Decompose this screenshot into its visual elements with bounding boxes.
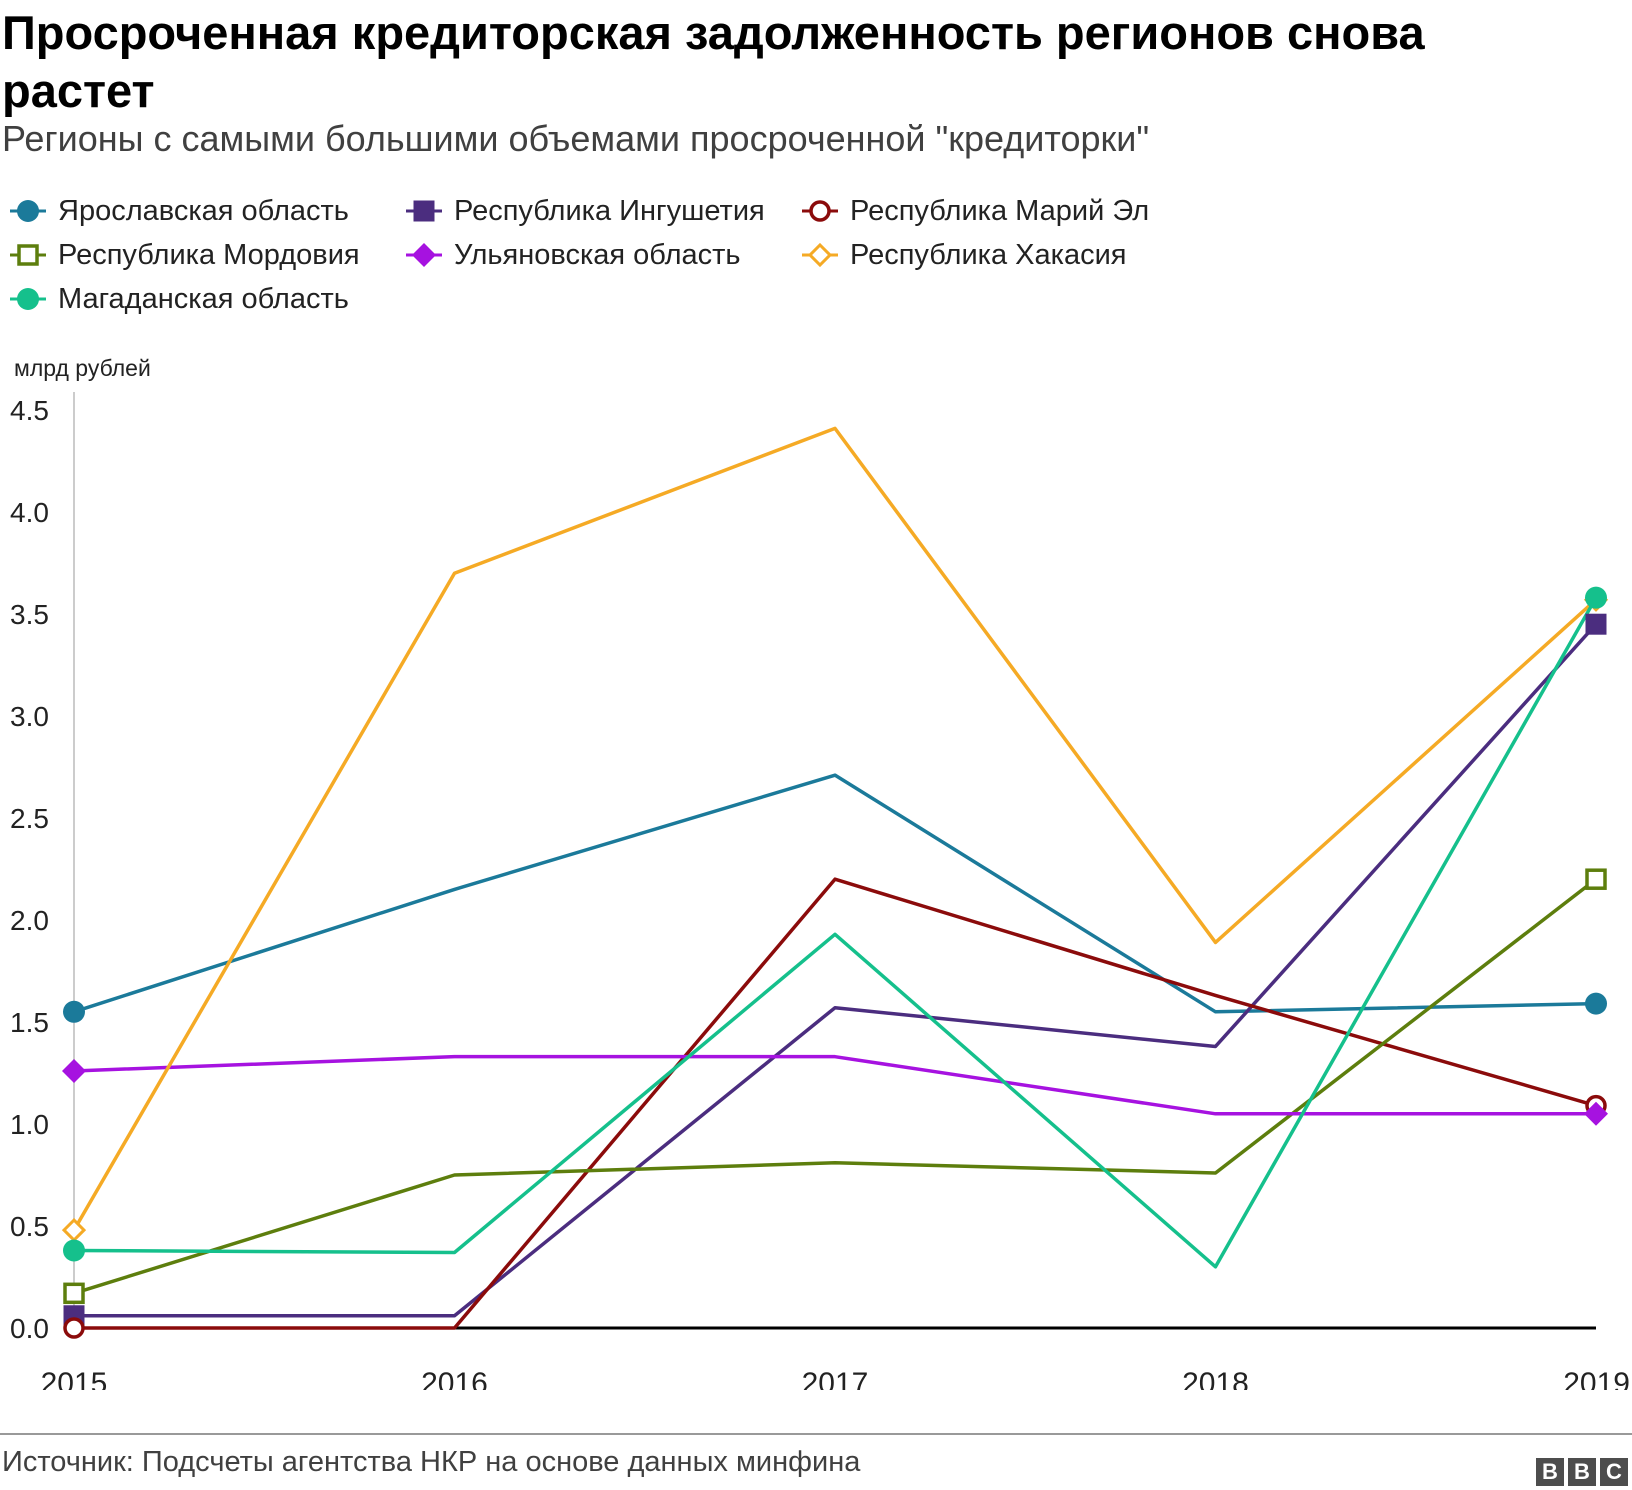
legend-label-series-4: Республика Мордовия xyxy=(58,238,360,271)
point-series-4-start xyxy=(63,1282,85,1305)
y-tick-label: 2.0 xyxy=(10,905,49,936)
series-lines xyxy=(72,426,1598,1330)
x-tick-label: 2019 xyxy=(1563,1367,1630,1390)
legend-key-series-3 xyxy=(802,200,838,222)
line-series-2 xyxy=(74,623,1598,1318)
point-series-1-end xyxy=(1585,992,1607,1015)
series-markers xyxy=(61,586,1609,1339)
legend-item-series-7: Магаданская область xyxy=(8,279,349,319)
legend-key-series-7 xyxy=(10,288,46,310)
point-series-1-start xyxy=(63,1000,85,1023)
legend-label-series-3: Республика Марий Эл xyxy=(850,194,1150,227)
y-tick-label: 4.5 xyxy=(10,395,49,426)
point-series-5-start xyxy=(62,1058,86,1083)
logo-letter: C xyxy=(1600,1458,1628,1486)
x-tick-label: 2016 xyxy=(421,1367,488,1390)
source-divider xyxy=(0,1433,1632,1435)
point-series-3-start xyxy=(63,1317,85,1339)
y-tick-label: 0.0 xyxy=(10,1313,49,1344)
line-series-7 xyxy=(73,596,1598,1269)
legend-key-series-4 xyxy=(10,244,46,266)
legend-key-series-5 xyxy=(406,243,442,267)
legend-marker-series-7 xyxy=(17,288,39,310)
line-series-5 xyxy=(73,1054,1596,1116)
legend-marker-series-3 xyxy=(809,200,831,222)
line-series-3 xyxy=(74,877,1597,1330)
legend-item-series-1: Ярославская область xyxy=(8,191,349,231)
legend-label-series-2: Республика Ингушетия xyxy=(454,194,765,227)
y-axis-unit-label: млрд рублей xyxy=(14,355,151,381)
point-series-5-end xyxy=(1584,1101,1608,1126)
legend-label-series-5: Ульяновская область xyxy=(454,238,741,271)
legend-item-series-6: Республика Хакасия xyxy=(800,235,1127,275)
y-tick-label: 0.5 xyxy=(10,1211,49,1242)
x-tick-label: 2015 xyxy=(41,1367,108,1390)
line-series-1 xyxy=(73,773,1597,1014)
legend-marker-series-2 xyxy=(413,200,435,222)
y-tick-label: 1.5 xyxy=(10,1007,49,1038)
point-series-7-end xyxy=(1585,586,1607,609)
legend-item-series-5: Ульяновская область xyxy=(404,235,741,275)
logo-letter: B xyxy=(1536,1458,1564,1486)
x-tick-label: 2018 xyxy=(1182,1367,1249,1390)
legend-label-series-1: Ярославская область xyxy=(58,194,349,227)
legend-label-series-7: Магаданская область xyxy=(58,282,349,315)
y-tick-label: 2.5 xyxy=(10,803,49,834)
legend-marker-series-1 xyxy=(17,200,39,222)
chart-subtitle: Регионы с самыми большими объемами проср… xyxy=(2,118,1150,159)
point-series-7-start xyxy=(63,1239,85,1262)
line-series-4 xyxy=(73,877,1598,1295)
point-series-4-end xyxy=(1585,868,1607,890)
legend-marker-series-6 xyxy=(807,242,833,268)
legend-key-series-2 xyxy=(406,200,442,222)
point-series-6-start xyxy=(61,1217,87,1243)
logo-letter: B xyxy=(1568,1458,1596,1486)
legend-item-series-3: Республика Марий Эл xyxy=(800,191,1149,231)
x-tick-label: 2017 xyxy=(802,1367,869,1390)
y-tick-label: 3.5 xyxy=(10,599,49,630)
legend-marker-series-4 xyxy=(17,244,39,266)
legend-label-series-6: Республика Хакасия xyxy=(850,238,1127,271)
source-note: Источник: Подсчеты агентства НКР на осно… xyxy=(2,1446,861,1478)
legend-item-series-2: Республика Ингушетия xyxy=(404,191,765,231)
point-series-2-end xyxy=(1585,613,1607,635)
chart-title: Просроченная кредиторская задолженность … xyxy=(2,6,1425,117)
axes: 0.0 0.5 1.0 1.5 2.0 2.5 3.0 3.5 4.0 4.5 2015 2016 20… xyxy=(10,392,1630,1390)
y-tick-label: 1.0 xyxy=(10,1109,49,1140)
legend-key-series-6 xyxy=(802,242,838,268)
y-tick-label: 4.0 xyxy=(10,497,49,528)
legend-key-series-1 xyxy=(10,200,46,222)
legend-marker-series-5 xyxy=(412,243,436,267)
line-chart: 0.0 0.5 1.0 1.5 2.0 2.5 3.0 3.5 4.0 4.5 2015 2016 20… xyxy=(10,392,1630,1390)
line-series-6 xyxy=(72,426,1598,1231)
legend-item-series-4: Республика Мордовия xyxy=(8,235,360,275)
y-tick-label: 3.0 xyxy=(10,701,49,732)
